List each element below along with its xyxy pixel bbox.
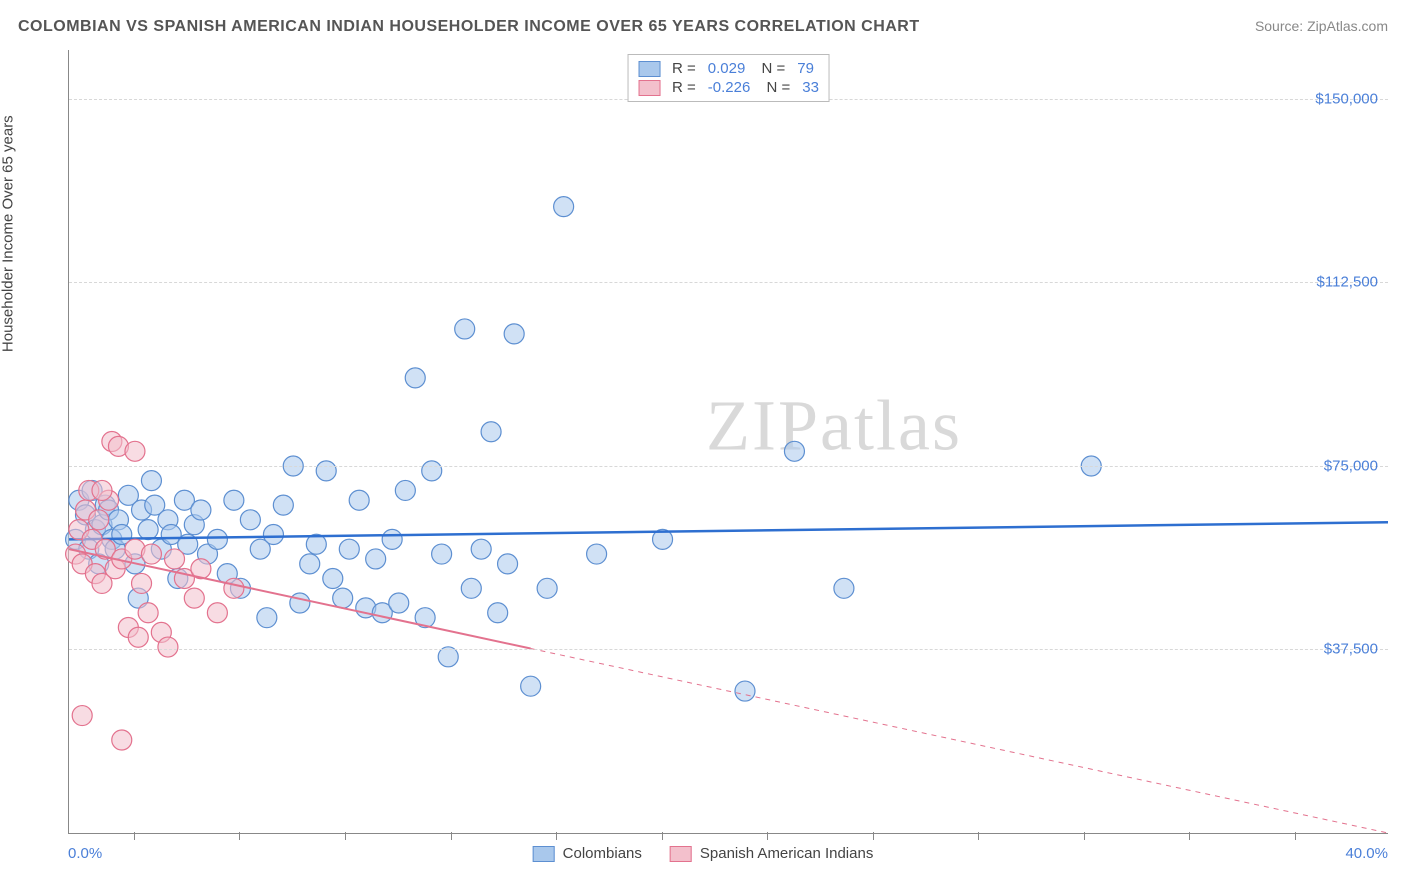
chart-header: COLOMBIAN VS SPANISH AMERICAN INDIAN HOU… bbox=[18, 18, 1388, 36]
data-point bbox=[455, 319, 475, 339]
correlation-legend: R = 0.029 N = 79 R = -0.226 N = 33 bbox=[627, 54, 830, 102]
y-axis-label: Householder Income Over 65 years bbox=[0, 115, 17, 352]
x-axis-max-label: 40.0% bbox=[1345, 845, 1388, 862]
data-point bbox=[504, 324, 524, 344]
data-point bbox=[300, 554, 320, 574]
x-tick-mark bbox=[239, 832, 240, 840]
x-axis-min-label: 0.0% bbox=[68, 845, 102, 862]
data-point bbox=[207, 603, 227, 623]
x-tick-mark bbox=[1084, 832, 1085, 840]
data-point bbox=[339, 539, 359, 559]
data-point bbox=[488, 603, 508, 623]
data-point bbox=[784, 441, 804, 461]
data-point bbox=[471, 539, 491, 559]
data-point bbox=[257, 608, 277, 628]
data-point bbox=[537, 578, 557, 598]
data-point bbox=[405, 368, 425, 388]
chart-source: Source: ZipAtlas.com bbox=[1255, 18, 1388, 34]
data-point bbox=[207, 529, 227, 549]
legend-item-spanish: Spanish American Indians bbox=[670, 845, 873, 862]
swatch-spanish bbox=[670, 846, 692, 862]
data-point bbox=[333, 588, 353, 608]
chart-title: COLOMBIAN VS SPANISH AMERICAN INDIAN HOU… bbox=[18, 18, 920, 36]
data-point bbox=[138, 520, 158, 540]
correlation-row-colombians: R = 0.029 N = 79 bbox=[638, 59, 819, 78]
data-point bbox=[92, 480, 112, 500]
data-point bbox=[395, 480, 415, 500]
data-point bbox=[165, 549, 185, 569]
y-tick-label: $37,500 bbox=[1324, 641, 1378, 658]
data-point bbox=[498, 554, 518, 574]
x-tick-mark bbox=[451, 832, 452, 840]
data-point bbox=[128, 627, 148, 647]
swatch-colombians bbox=[638, 61, 660, 77]
gridline bbox=[69, 282, 1388, 283]
data-point bbox=[240, 510, 260, 530]
x-tick-mark bbox=[662, 832, 663, 840]
data-point bbox=[349, 490, 369, 510]
x-tick-mark bbox=[767, 832, 768, 840]
chart-area: Householder Income Over 65 years ZIPatla… bbox=[18, 50, 1388, 874]
data-point bbox=[141, 471, 161, 491]
data-point bbox=[290, 593, 310, 613]
swatch-spanish bbox=[638, 80, 660, 96]
data-point bbox=[389, 593, 409, 613]
scatter-svg bbox=[69, 50, 1388, 833]
data-point bbox=[112, 730, 132, 750]
data-point bbox=[366, 549, 386, 569]
gridline bbox=[69, 649, 1388, 650]
data-point bbox=[382, 529, 402, 549]
data-point bbox=[184, 588, 204, 608]
data-point bbox=[323, 569, 343, 589]
legend-item-colombians: Colombians bbox=[533, 845, 642, 862]
data-point bbox=[224, 490, 244, 510]
data-point bbox=[432, 544, 452, 564]
x-tick-mark bbox=[978, 832, 979, 840]
data-point bbox=[587, 544, 607, 564]
x-tick-mark bbox=[556, 832, 557, 840]
data-point bbox=[72, 706, 92, 726]
data-point bbox=[263, 524, 283, 544]
data-point bbox=[141, 544, 161, 564]
data-point bbox=[554, 197, 574, 217]
plot-region: ZIPatlas R = 0.029 N = 79 R = -0.226 N =… bbox=[68, 50, 1388, 834]
gridline bbox=[69, 466, 1388, 467]
data-point bbox=[316, 461, 336, 481]
correlation-row-spanish: R = -0.226 N = 33 bbox=[638, 78, 819, 97]
data-point bbox=[138, 603, 158, 623]
data-point bbox=[89, 510, 109, 530]
x-tick-mark bbox=[1189, 832, 1190, 840]
data-point bbox=[125, 441, 145, 461]
data-point bbox=[481, 422, 501, 442]
data-point bbox=[158, 637, 178, 657]
data-point bbox=[834, 578, 854, 598]
data-point bbox=[132, 573, 152, 593]
data-point bbox=[461, 578, 481, 598]
data-point bbox=[521, 676, 541, 696]
data-point bbox=[422, 461, 442, 481]
x-tick-mark bbox=[1295, 832, 1296, 840]
y-tick-label: $150,000 bbox=[1315, 90, 1378, 107]
x-tick-mark bbox=[345, 832, 346, 840]
x-tick-mark bbox=[873, 832, 874, 840]
x-tick-mark bbox=[134, 832, 135, 840]
y-tick-label: $112,500 bbox=[1317, 274, 1378, 291]
series-legend: Colombians Spanish American Indians bbox=[533, 845, 874, 862]
data-point bbox=[224, 578, 244, 598]
data-point bbox=[191, 500, 211, 520]
data-point bbox=[273, 495, 293, 515]
y-tick-label: $75,000 bbox=[1324, 457, 1378, 474]
data-point bbox=[735, 681, 755, 701]
swatch-colombians bbox=[533, 846, 555, 862]
trend-line-dashed bbox=[531, 649, 1388, 833]
